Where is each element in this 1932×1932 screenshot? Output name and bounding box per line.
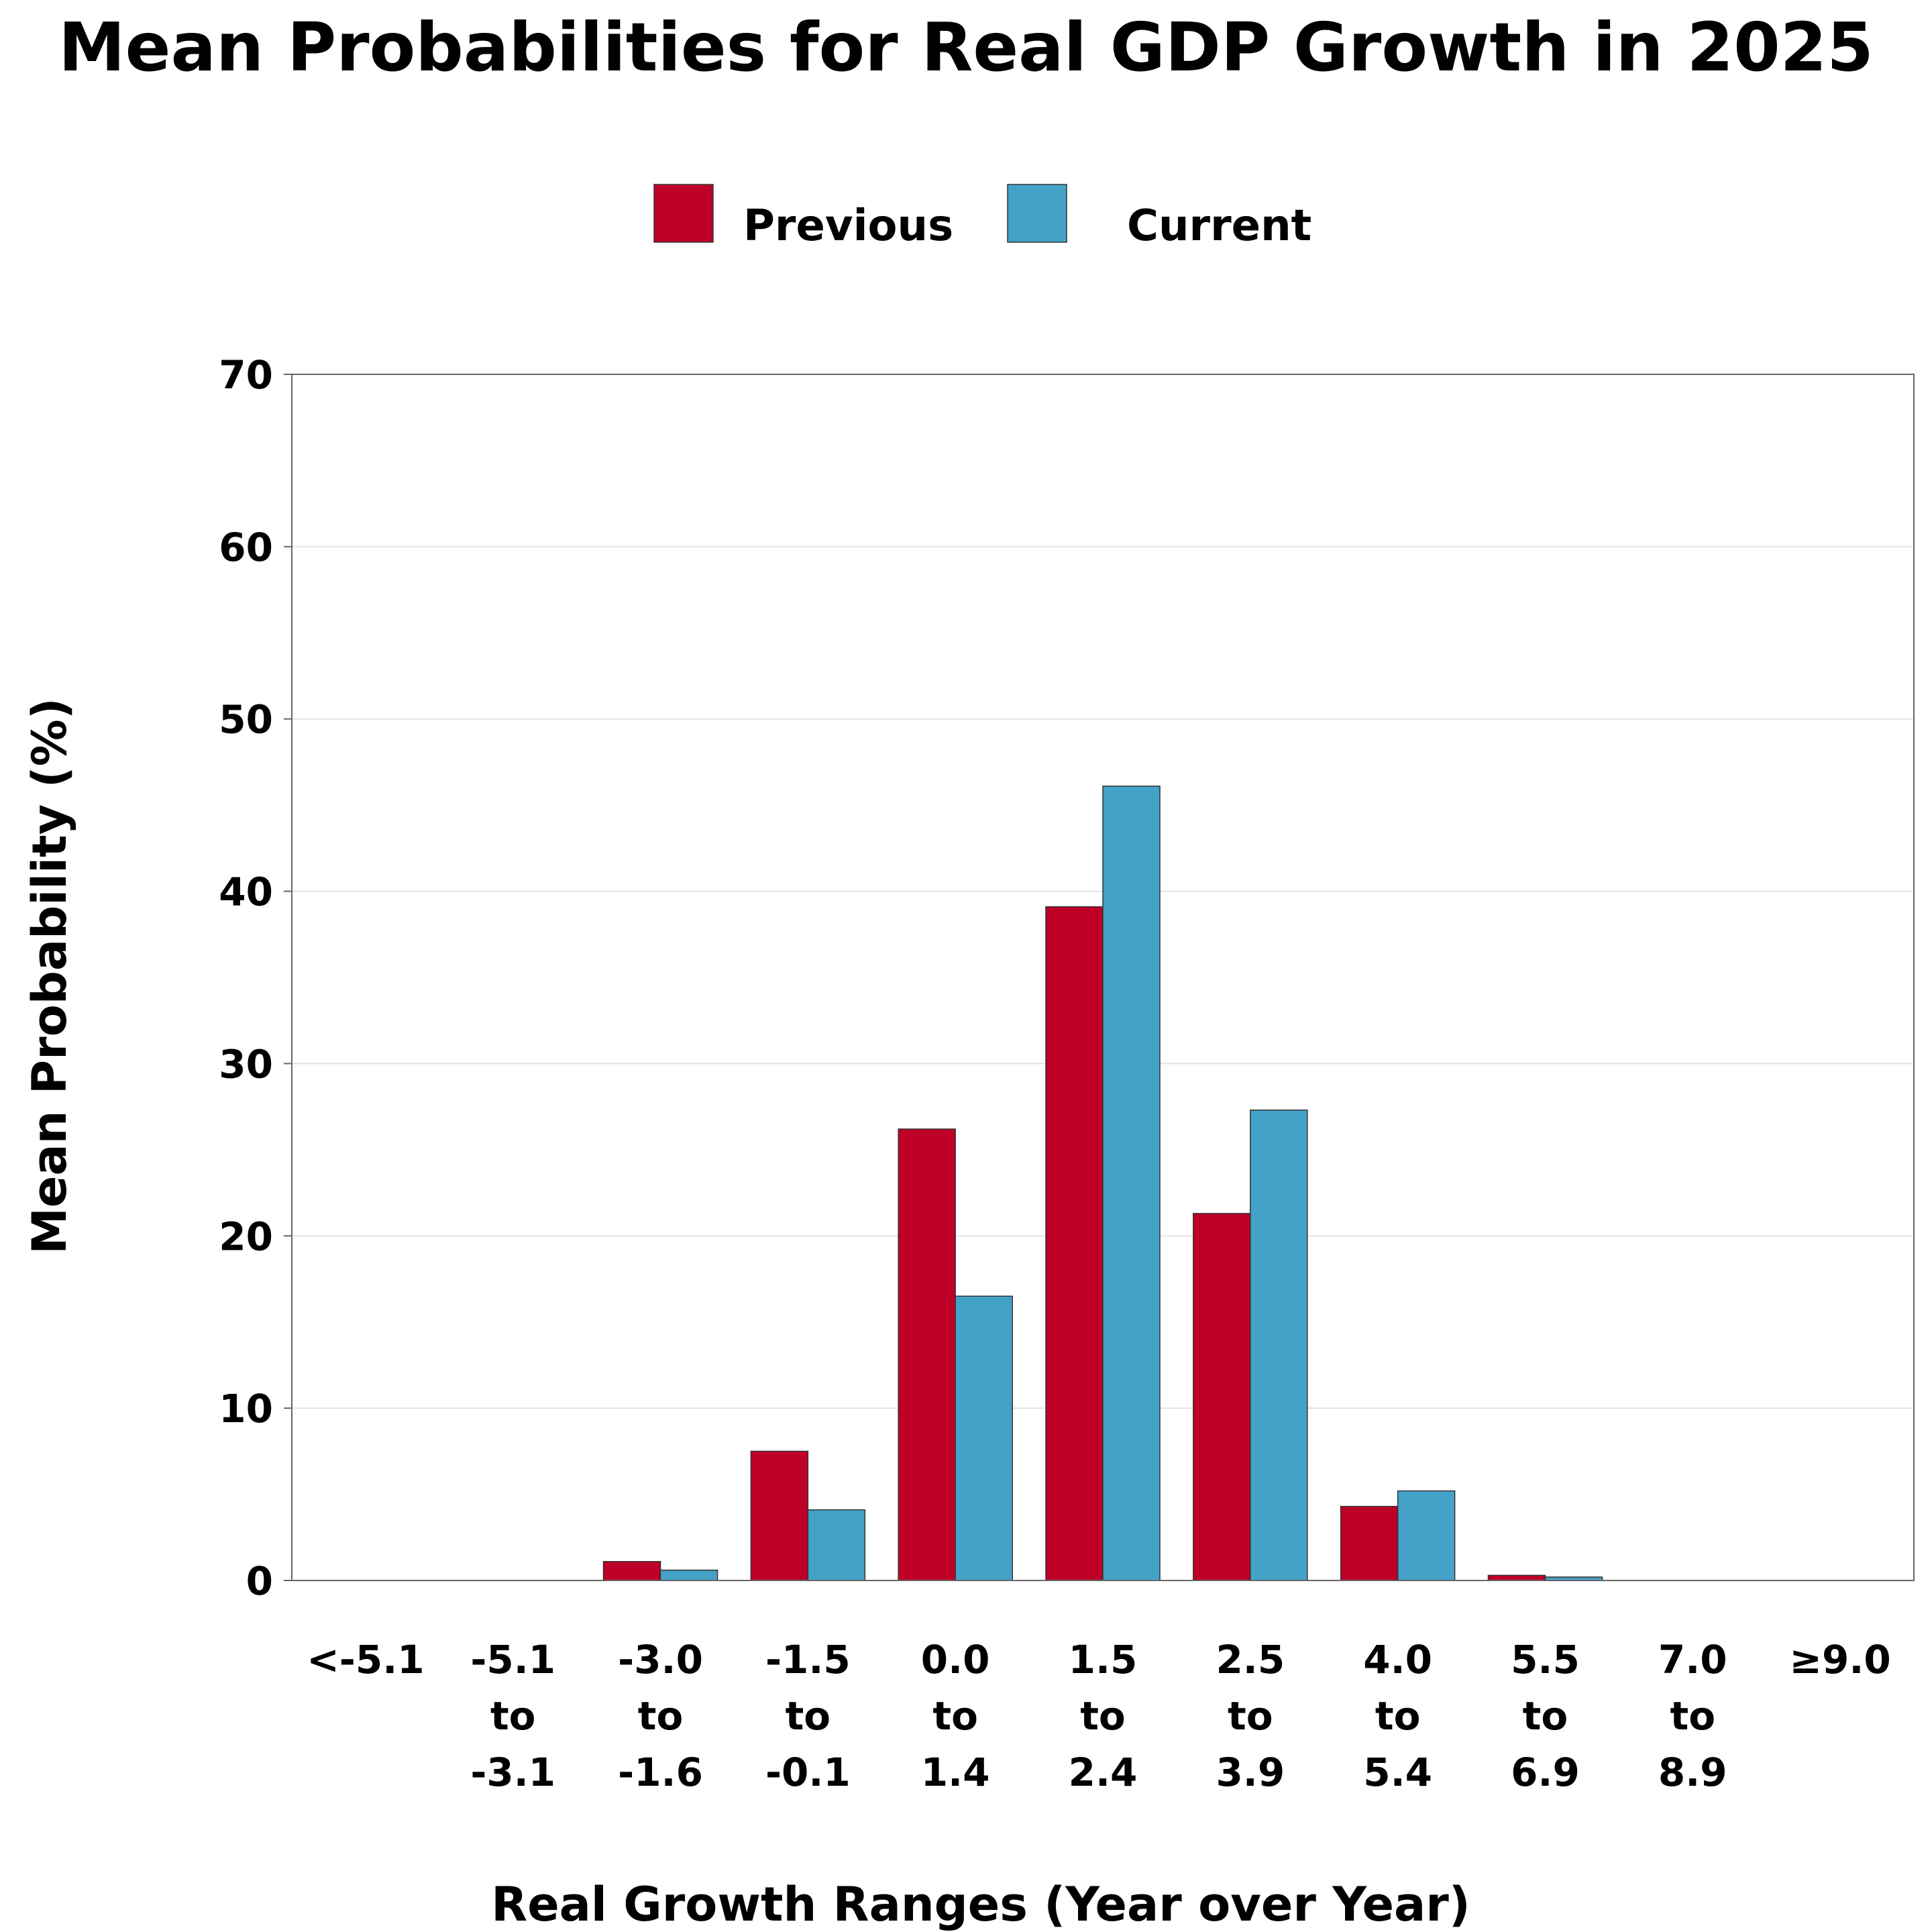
- legend: Previous Current: [653, 184, 1311, 251]
- x-tick-label: 2.5: [1216, 1637, 1285, 1682]
- y-tick-label: 20: [219, 1214, 273, 1259]
- bar-current-6: [1250, 1110, 1308, 1581]
- bar-previous-7: [1340, 1505, 1399, 1581]
- x-tick-label: 3.9: [1216, 1750, 1285, 1795]
- x-tick-label: to: [490, 1693, 536, 1739]
- y-axis-title: Mean Probability (%): [22, 698, 77, 1254]
- x-tick-label: to: [638, 1693, 684, 1739]
- legend-swatch-current: [1007, 184, 1067, 243]
- bar-previous-5: [1045, 906, 1104, 1581]
- y-tick-label: 60: [219, 525, 273, 570]
- bar-previous-4: [898, 1128, 956, 1581]
- chart-title: Mean Probabilities for Real GDP Growth i…: [58, 8, 1874, 87]
- legend-label-current: Current: [1127, 201, 1311, 251]
- x-tick-label: 8.9: [1658, 1750, 1727, 1795]
- x-tick-label: 5.4: [1363, 1750, 1432, 1795]
- x-tick-label: to: [1523, 1693, 1568, 1739]
- x-tick-label: <-5.1: [307, 1637, 424, 1682]
- x-axis-title: Real Growth Ranges (Year over Year): [491, 1877, 1470, 1932]
- x-tick-label: -3.0: [618, 1637, 703, 1682]
- bar-previous-3: [750, 1450, 809, 1581]
- bar-previous-6: [1193, 1213, 1251, 1581]
- x-tick-label: to: [1670, 1693, 1715, 1739]
- x-tick-label: -0.1: [765, 1750, 851, 1795]
- bars: [602, 786, 1603, 1581]
- x-tick-label: to: [932, 1693, 978, 1739]
- x-tick-label: 1.4: [921, 1750, 990, 1795]
- x-tick-label: to: [1375, 1693, 1421, 1739]
- x-tick-label: 5.5: [1511, 1637, 1580, 1682]
- bar-current-5: [1102, 786, 1161, 1581]
- x-tick-label: 1.5: [1069, 1637, 1138, 1682]
- y-tick-label: 10: [219, 1386, 273, 1432]
- x-tick-label: 2.4: [1069, 1750, 1138, 1795]
- legend-swatch-previous: [653, 184, 714, 243]
- legend-label-previous: Previous: [743, 201, 953, 251]
- x-tick-label: to: [786, 1693, 831, 1739]
- x-tick-label: -3.1: [470, 1750, 555, 1795]
- bar-previous-8: [1487, 1574, 1546, 1581]
- plot-frame: [291, 374, 1915, 1581]
- x-tick-label: 0.0: [921, 1637, 990, 1682]
- y-tick-label: 40: [219, 869, 273, 915]
- bar-current-7: [1397, 1490, 1456, 1581]
- y-axis: 0 10 20 30 40 50 60 70: [219, 352, 292, 1604]
- x-tick-label: -1.6: [618, 1750, 703, 1795]
- y-tick-label: 50: [219, 697, 273, 743]
- x-tick-label: ≥9.0: [1789, 1637, 1890, 1682]
- bar-current-2: [659, 1569, 718, 1581]
- y-tick-label: 0: [246, 1558, 273, 1604]
- bar-previous-2: [602, 1560, 661, 1581]
- y-tick-label: 30: [219, 1041, 273, 1087]
- x-tick-label: to: [1080, 1693, 1126, 1739]
- x-tick-label: to: [1228, 1693, 1273, 1739]
- bar-current-4: [955, 1295, 1013, 1581]
- x-tick-label: 7.0: [1658, 1637, 1727, 1682]
- x-tick-label: -1.5: [765, 1637, 851, 1682]
- x-tick-label: 6.9: [1511, 1750, 1580, 1795]
- x-tick-label: 4.0: [1363, 1637, 1432, 1682]
- bar-current-3: [807, 1509, 866, 1581]
- x-tick-label: -5.1: [470, 1637, 555, 1682]
- y-tick-label: 70: [219, 352, 273, 398]
- x-axis: <-5.1 -5.1 to -3.1 -3.0 to -1.6 -1.5 to -0.1 0.0 to…: [307, 1637, 1891, 1795]
